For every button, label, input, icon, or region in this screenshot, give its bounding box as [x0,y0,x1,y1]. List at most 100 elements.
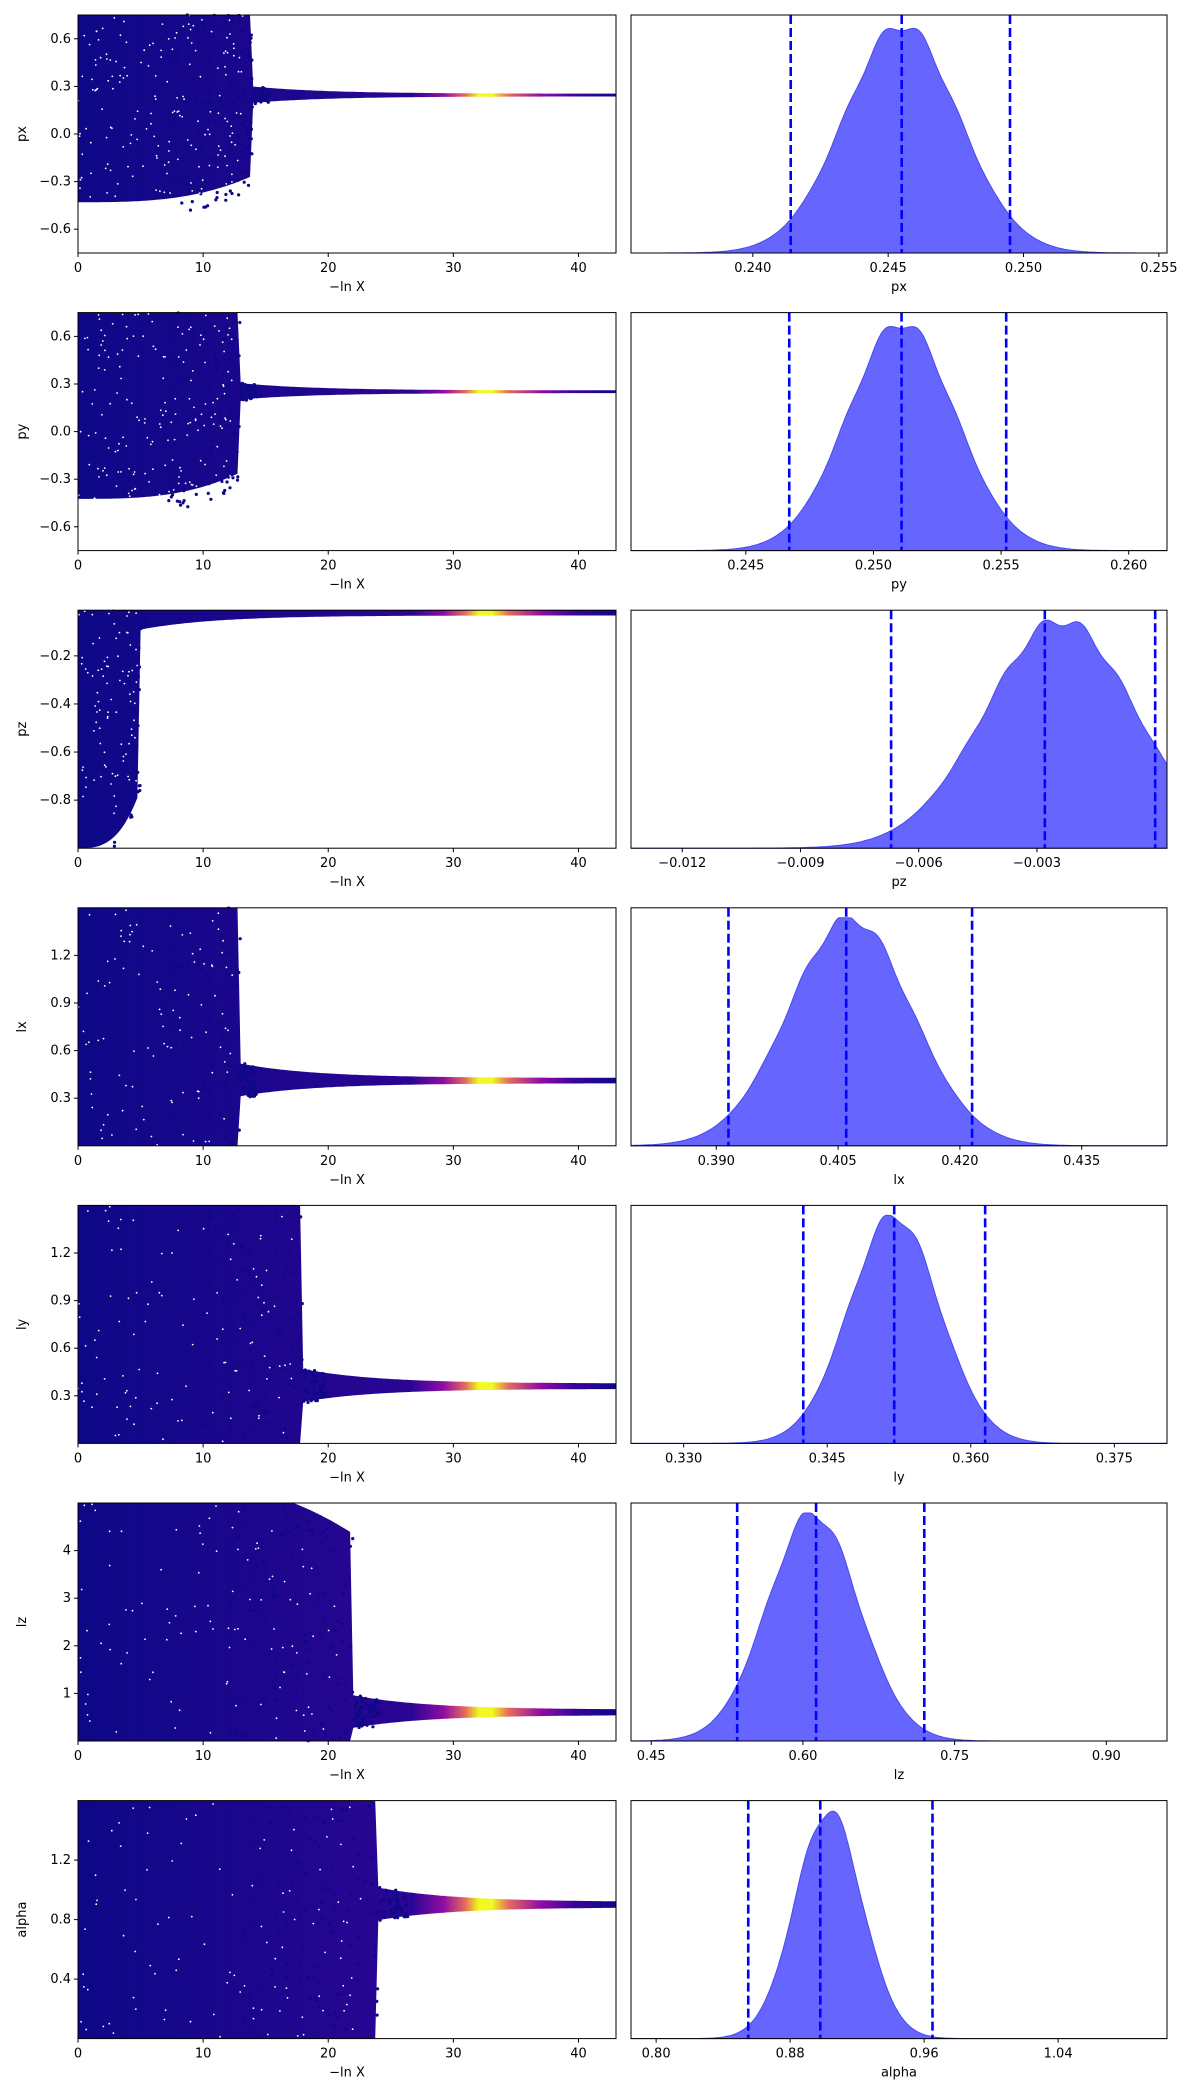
trace-point [201,1348,206,1352]
trace-point [288,1379,292,1383]
posterior-density [631,619,1168,849]
trace-point [215,106,219,110]
trace-gap [189,932,192,934]
trace-point [201,1038,205,1042]
trace-gap [193,961,196,963]
trace-point [190,1133,194,1137]
trace-gap [181,333,184,335]
trace-gap [159,426,162,429]
trace-point [383,1914,387,1918]
trace-point [228,189,232,193]
trace-gap [222,383,225,386]
trace-gap [273,1305,276,1308]
trace-point [273,1295,277,1299]
trace-point [209,1116,213,1120]
trace-gap [83,34,86,37]
trace-gap [198,1525,201,1527]
trace-gap [88,463,91,466]
trace-gap [216,67,219,69]
y-tick-label: −0.6 [39,745,71,760]
trace-gap [146,1869,148,1871]
trace-gap [96,1899,98,1902]
x-tick-label: 0.435 [1063,1154,1100,1169]
trace-gap [86,671,89,674]
trace-gap [120,1530,123,1533]
trace-point [255,1402,259,1406]
trace-gap [177,326,179,328]
trace-gap [128,495,131,498]
trace-gap [84,1345,87,1347]
trace-point [244,398,248,402]
trace-point [180,201,184,205]
trace-point [248,1644,252,1649]
trace-point [298,1913,302,1917]
trace-gap [126,1652,128,1654]
trace-point [282,1366,286,1370]
trace-gap [98,318,101,320]
trace-point [137,784,141,788]
trace-point [309,1381,313,1385]
trace-point [242,1065,246,1069]
trace-gap [85,127,87,130]
trace-point [242,2018,246,2022]
trace-point [251,1405,255,1409]
trace-gap [91,1503,93,1506]
trace-point [213,1042,218,1046]
trace-gap [167,439,169,442]
trace-gap [85,2028,88,2031]
trace-gap [166,80,169,83]
trace-point [262,1560,266,1564]
trace-gap [206,1312,209,1314]
trace-gap [86,1629,88,1632]
trace-gap [103,369,106,371]
trace-gap [111,1249,113,1252]
trace-point [171,1026,175,1031]
trace-point [120,625,124,629]
trace-point [220,476,224,480]
trace-gap [301,1548,304,1551]
trace-point [173,123,177,127]
trace-point [253,1088,257,1092]
trace-gap [351,2028,354,2031]
trace-point [221,1299,225,1303]
trace-gap [210,30,213,33]
trace-point [174,1044,178,1048]
trace-point [242,1436,246,1440]
trace-point [235,983,239,987]
trace-gap [182,361,185,363]
trace-point [119,724,123,728]
trace-point [118,652,122,656]
trace-point [174,1118,178,1123]
trace-gap [233,1974,236,1977]
trace-point [227,951,231,956]
trace-gap [204,463,206,466]
trace-gap [232,54,235,57]
trace-gap [283,1671,286,1674]
trace-gap [311,1713,313,1715]
trace-point [250,1364,254,1368]
trace-point [286,1408,290,1413]
trace-point [203,445,207,449]
trace-point [308,1837,312,1841]
trace-point [230,49,234,53]
trace-gap [203,424,206,427]
trace-point [360,1699,365,1703]
trace-gap [91,1106,94,1109]
trace-gap [217,112,220,114]
trace-point [195,1130,199,1134]
trace-point [201,1006,205,1010]
trace-gap [92,642,94,645]
trace-point [214,1226,218,1230]
trace-gap [78,1316,81,1318]
trace-point [213,357,217,361]
trace-gap [85,786,87,788]
trace-gap [181,934,184,936]
trace-gap [135,923,138,926]
trace-point [110,628,114,633]
trace-gap [119,34,122,37]
trace-point [242,392,246,396]
trace-point [241,98,246,102]
trace-point [237,970,241,975]
trace-gap [143,49,146,52]
